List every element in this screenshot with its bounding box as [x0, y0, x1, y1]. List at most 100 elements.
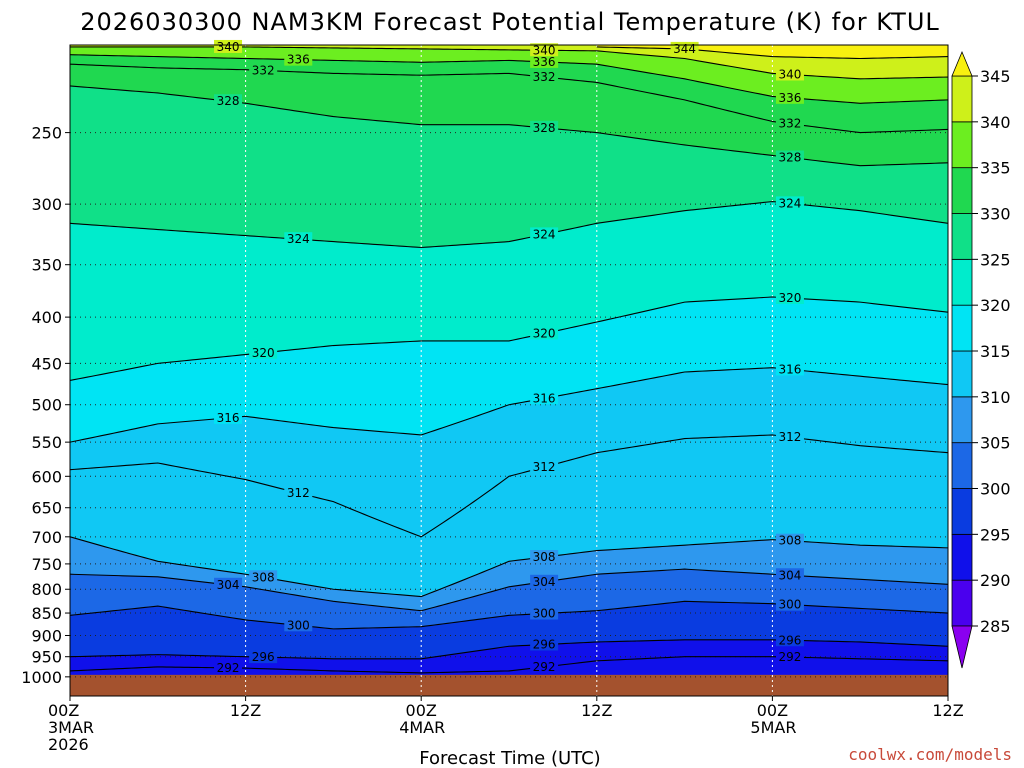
- contour-label-bg: [775, 150, 804, 164]
- colorbar-label: 310: [980, 388, 1011, 407]
- contour-label-bg: [775, 430, 804, 444]
- filled-bands: [70, 45, 948, 696]
- colorbar-max-triangle: [951, 50, 973, 77]
- colorbar-label: 285: [980, 617, 1011, 636]
- colorbar-swatch: [951, 258, 973, 306]
- contour-label: 304: [779, 568, 802, 582]
- colorbar: 285 290 295 300 305 310 315 320 325 330 335 340 345: [951, 50, 1011, 669]
- contour-label-bg: [775, 362, 804, 376]
- colorbar-swatch: [951, 396, 973, 444]
- contour-label: 324: [287, 232, 310, 246]
- y-tick-label: 300: [31, 195, 62, 214]
- contour-label-bg: [214, 39, 243, 53]
- contour-label-bg: [284, 618, 313, 632]
- contour-label: 340: [217, 40, 240, 54]
- x-axis-label: Forecast Time (UTC): [419, 748, 600, 768]
- y-tick-label: 400: [31, 308, 62, 327]
- contour-label-bg: [249, 650, 278, 664]
- contour-label: 312: [287, 486, 310, 500]
- y-tick-label: 1000: [21, 668, 62, 687]
- contour-label-bg: [214, 410, 243, 424]
- contour-label: 324: [533, 227, 556, 241]
- contour-label-bg: [530, 659, 559, 673]
- plot-frame: [69, 44, 949, 697]
- y-tick-label: 550: [31, 433, 62, 452]
- y-tick-label: 800: [31, 580, 62, 599]
- contour-label: 316: [779, 362, 802, 376]
- contour-label: 300: [287, 618, 310, 632]
- contour-label: 328: [779, 151, 802, 165]
- contour-label-bg: [775, 291, 804, 305]
- band-332-336: [70, 54, 948, 133]
- band-328-332: [70, 64, 948, 166]
- y-tick-label: 950: [31, 648, 62, 667]
- colorbar-label: 315: [980, 342, 1011, 361]
- contour-label-bg: [530, 574, 559, 588]
- contour-label: 328: [533, 121, 556, 135]
- contour-label-bg: [775, 116, 804, 130]
- contour-label-bg: [775, 568, 804, 582]
- band-312-316: [70, 367, 948, 537]
- contour-label: 292: [217, 661, 240, 675]
- y-tick-label: 450: [31, 354, 62, 373]
- contour-label-bg: [249, 570, 278, 584]
- contour-label-bg: [249, 345, 278, 359]
- contour-label: 340: [779, 67, 802, 81]
- contour-label: 336: [533, 55, 556, 69]
- x-tick-label: 3MAR: [48, 718, 94, 737]
- contour-label: 332: [779, 117, 802, 131]
- band-304-308: [70, 536, 948, 611]
- credit-text: coolwx.com/models: [848, 745, 1012, 764]
- contour-label: 304: [533, 575, 556, 589]
- colorbar-label: 320: [980, 296, 1011, 315]
- contour-label-bg: [249, 63, 278, 77]
- contour-label: 296: [779, 633, 802, 647]
- contour-label-bg: [530, 391, 559, 405]
- band-316-320: [70, 296, 948, 443]
- contour-label-bg: [214, 660, 243, 674]
- contour-label: 304: [217, 578, 240, 592]
- x-tick-label: 2026: [48, 735, 89, 754]
- contour-label-bg: [530, 460, 559, 474]
- band-320-324: [70, 201, 948, 381]
- colorbar-swatch: [951, 121, 973, 169]
- band-292-296: [70, 639, 948, 673]
- contour-label: 320: [252, 346, 275, 360]
- contour-label: 336: [779, 91, 802, 105]
- contour-label-bg: [284, 232, 313, 246]
- y-tick-label: 700: [31, 528, 62, 547]
- band-324-328: [70, 85, 948, 248]
- contour-label: 300: [779, 598, 802, 612]
- x-tick-label: 12Z: [932, 701, 963, 720]
- y-tick-label: 600: [31, 467, 62, 486]
- contour-label: 332: [533, 70, 556, 84]
- y-tick-label: 900: [31, 626, 62, 645]
- contour-label-bg: [775, 597, 804, 611]
- colorbar-swatch: [951, 533, 973, 581]
- contour-label: 300: [533, 607, 556, 621]
- contour-label-bg: [775, 633, 804, 647]
- contour-label: 312: [779, 430, 802, 444]
- contour-label-bg: [530, 120, 559, 134]
- contour-label-bg: [214, 577, 243, 591]
- contour-label-bg: [530, 637, 559, 651]
- contour-label-bg: [775, 533, 804, 547]
- colorbar-swatch: [951, 167, 973, 214]
- x-tick-label: 5MAR: [750, 718, 796, 737]
- band-308-312: [70, 434, 948, 597]
- contour-label: 320: [779, 291, 802, 305]
- contour-label-bg: [530, 43, 559, 57]
- contour-labels: 292 292 292 296 296 296 300 300 300 304 304 304 308 3…: [214, 39, 804, 675]
- contour-label: 328: [217, 94, 240, 108]
- contour-label: 332: [252, 63, 275, 77]
- y-tick-label: 500: [31, 396, 62, 415]
- x-tick-label: 12Z: [581, 701, 612, 720]
- band-above-340: [70, 45, 948, 79]
- contour-label-bg: [214, 94, 243, 108]
- colorbar-label: 340: [980, 113, 1011, 132]
- colorbar-label: 305: [980, 434, 1011, 453]
- contour-label: 312: [533, 460, 556, 474]
- contour-label: 296: [252, 650, 275, 664]
- contour-label-bg: [284, 485, 313, 499]
